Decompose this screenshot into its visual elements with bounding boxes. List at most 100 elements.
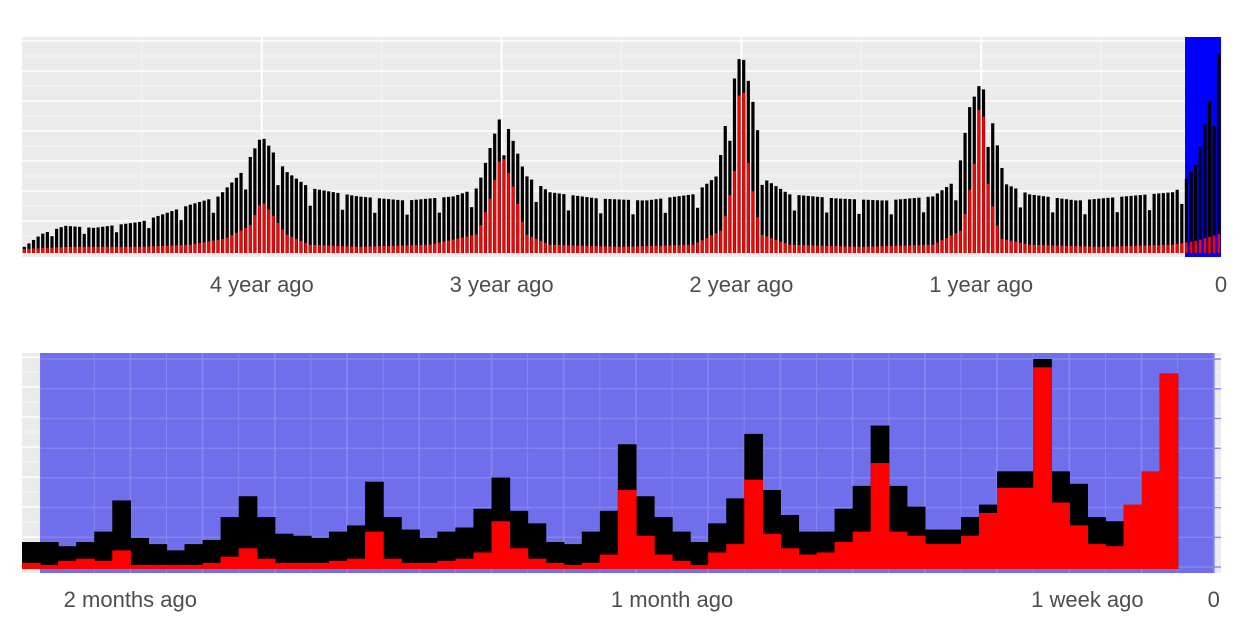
bar	[654, 554, 673, 569]
bar	[960, 535, 980, 569]
bar	[744, 479, 763, 569]
bar	[1015, 487, 1034, 569]
bar	[383, 517, 402, 569]
x-tick-label: 4 year ago	[210, 272, 314, 297]
bar	[888, 531, 908, 569]
bar	[401, 529, 420, 569]
bottom-panel-65-days: 2 months ago 1 month ago 1 week ago 0	[22, 353, 1221, 612]
bar	[401, 562, 420, 569]
bar	[1087, 544, 1107, 569]
bar	[509, 548, 529, 569]
bar	[256, 517, 276, 569]
bar	[365, 531, 384, 569]
series-subset	[23, 92, 1220, 253]
bar	[274, 562, 294, 569]
bar	[148, 544, 168, 569]
bar	[220, 556, 240, 569]
bar	[58, 560, 77, 569]
x-tick-label: 1 month ago	[611, 587, 733, 612]
bar	[906, 535, 926, 569]
x-tick-label: 1 year ago	[929, 272, 1033, 297]
x-tick-label: 3 year ago	[450, 272, 554, 297]
bar	[1051, 502, 1070, 569]
bar	[581, 531, 601, 569]
x-tick-label: 2 months ago	[64, 587, 197, 612]
bar	[130, 537, 150, 569]
bar	[1141, 471, 1161, 569]
bar	[455, 558, 475, 569]
x-tick-label: 1 week ago	[1031, 587, 1144, 612]
series-subset	[22, 367, 1179, 569]
bar	[148, 564, 168, 569]
bar	[762, 533, 782, 569]
bar	[690, 564, 709, 569]
bar	[563, 564, 583, 569]
bar	[1069, 525, 1088, 569]
bar	[274, 533, 294, 569]
bar	[852, 531, 872, 569]
bar	[184, 564, 204, 569]
bar	[22, 542, 41, 569]
x-tick-label: 2 year ago	[689, 272, 793, 297]
bar	[310, 562, 330, 569]
bar	[1159, 373, 1179, 569]
bar	[617, 490, 637, 569]
bar	[798, 554, 818, 569]
x-tick-label: 0	[1215, 272, 1227, 297]
bar	[690, 542, 709, 569]
x-tick-label: 0	[1208, 587, 1220, 612]
bar	[347, 525, 366, 569]
bar	[76, 558, 95, 569]
bar	[437, 531, 456, 569]
bar	[545, 562, 565, 569]
bar	[527, 558, 547, 569]
top-panel-5-years: 4 year ago 3 year ago 2 year ago 1 year ago…	[22, 37, 1227, 297]
bar	[40, 564, 59, 569]
bar	[708, 552, 727, 569]
bar	[22, 562, 41, 569]
bar	[220, 517, 240, 569]
bar	[310, 537, 330, 569]
bar	[292, 562, 312, 569]
bar	[112, 550, 131, 569]
bar	[184, 544, 204, 569]
bar	[834, 542, 854, 569]
bar	[581, 562, 601, 569]
bar	[419, 562, 438, 569]
bar	[347, 558, 366, 569]
bar	[166, 550, 186, 569]
bar	[40, 542, 59, 569]
bar	[942, 544, 962, 569]
bar	[599, 510, 619, 569]
bar	[94, 531, 113, 569]
bar	[997, 487, 1016, 569]
bar	[256, 558, 276, 569]
bar	[419, 537, 438, 569]
bar	[1123, 504, 1143, 569]
bar	[1033, 367, 1052, 569]
bar	[726, 544, 745, 569]
bar	[383, 558, 402, 569]
bar	[635, 535, 655, 569]
bar	[563, 544, 583, 569]
bar	[292, 535, 312, 569]
bar	[545, 542, 565, 569]
bar	[94, 560, 113, 569]
bar	[672, 560, 691, 569]
bar	[979, 512, 998, 569]
bar	[672, 531, 691, 569]
bar	[780, 548, 800, 569]
bar	[202, 562, 222, 569]
bar	[924, 544, 944, 569]
bar	[202, 539, 222, 569]
bar	[491, 521, 511, 569]
bar	[166, 564, 186, 569]
bar	[130, 564, 150, 569]
bar	[599, 554, 619, 569]
bar	[527, 523, 547, 569]
bar	[473, 552, 493, 569]
bar	[328, 560, 348, 569]
bar	[455, 527, 475, 569]
bar	[328, 531, 348, 569]
